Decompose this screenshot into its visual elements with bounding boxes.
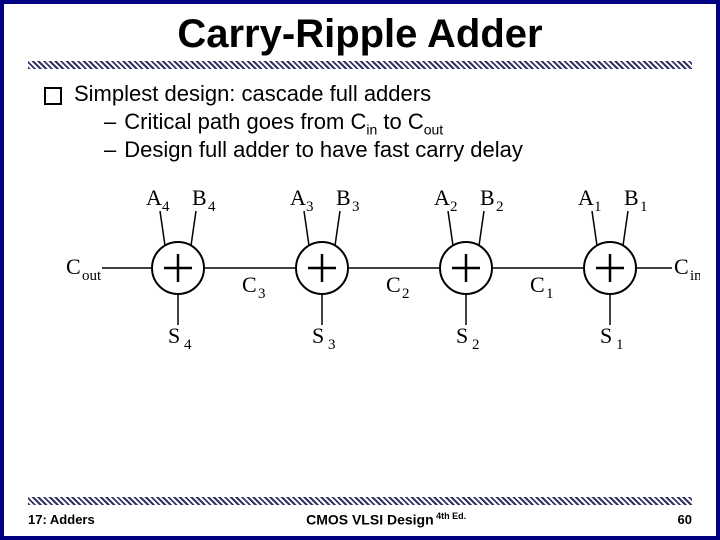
bullet-main-text: Simplest design: cascade full adders [74,81,431,107]
bullet-sub1-text: Critical path goes from Cin to Cout [124,109,443,137]
svg-text:A: A [434,185,450,210]
svg-text:B: B [480,185,495,210]
bullet-sub-1: – Critical path goes from Cin to Cout [104,109,676,137]
svg-text:out: out [82,268,102,284]
svg-text:4: 4 [208,199,216,215]
svg-text:3: 3 [306,199,314,215]
svg-text:S: S [456,323,468,348]
svg-text:1: 1 [594,199,602,215]
svg-text:2: 2 [450,199,458,215]
svg-text:2: 2 [472,337,480,353]
dash-icon: – [104,137,116,163]
svg-text:3: 3 [328,337,336,353]
title-divider [28,61,692,69]
svg-text:C: C [242,272,257,297]
svg-text:4: 4 [162,199,170,215]
footer: 17: Adders CMOS VLSI Design 4th Ed. 60 [4,511,716,536]
footer-center: CMOS VLSI Design 4th Ed. [306,511,466,528]
footer-divider [28,497,692,505]
svg-text:B: B [192,185,207,210]
footer-left: 17: Adders [28,512,95,527]
dash-icon: – [104,109,116,135]
bullet-sub2-text: Design full adder to have fast carry del… [124,137,523,163]
svg-text:C: C [530,272,545,297]
svg-text:S: S [168,323,180,348]
svg-text:C: C [674,254,689,279]
svg-text:1: 1 [616,337,624,353]
footer-right: 60 [678,512,692,527]
svg-text:A: A [146,185,162,210]
adder-diagram: CoutCinA4B4S4A3B3S3C3A2B2S2C2A1B1S1C1 [60,183,660,359]
bullet-box-icon [44,87,62,105]
svg-text:2: 2 [402,286,410,302]
svg-text:A: A [290,185,306,210]
svg-text:1: 1 [546,286,554,302]
svg-text:C: C [386,272,401,297]
svg-text:A: A [578,185,594,210]
svg-text:1: 1 [640,199,648,215]
svg-text:2: 2 [496,199,504,215]
svg-text:B: B [336,185,351,210]
slide-frame: Carry-Ripple Adder Simplest design: casc… [0,0,720,540]
svg-text:C: C [66,254,81,279]
svg-text:4: 4 [184,337,192,353]
content-area: Simplest design: cascade full adders – C… [4,81,716,359]
bullet-main: Simplest design: cascade full adders [44,81,676,107]
svg-text:S: S [312,323,324,348]
svg-text:3: 3 [352,199,360,215]
svg-text:S: S [600,323,612,348]
slide-title: Carry-Ripple Adder [4,12,716,57]
svg-text:B: B [624,185,639,210]
svg-text:in: in [690,268,700,284]
bullet-sub-2: – Design full adder to have fast carry d… [104,137,676,163]
svg-text:3: 3 [258,286,266,302]
diagram-svg: CoutCinA4B4S4A3B3S3C3A2B2S2C2A1B1S1C1 [60,183,700,353]
